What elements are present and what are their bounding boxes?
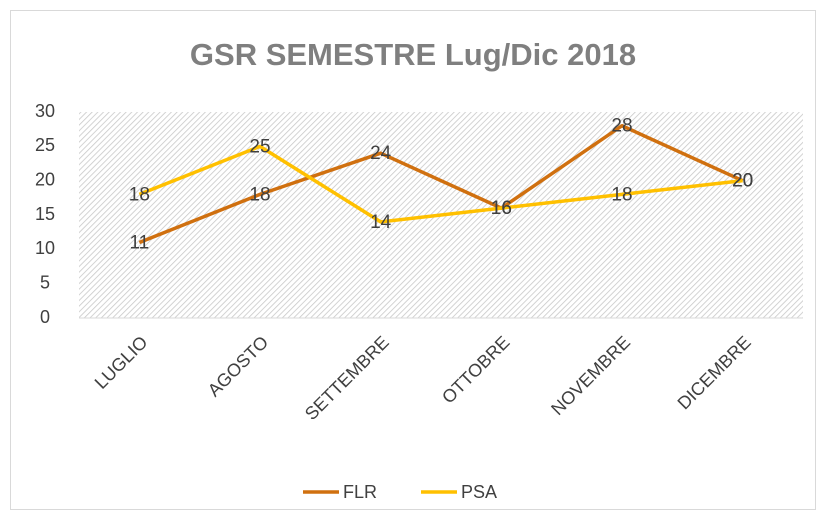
data-label: 16 (491, 198, 512, 219)
data-label: 20 (732, 171, 753, 192)
y-tick-label: 0 (40, 307, 50, 327)
data-label: 24 (370, 143, 392, 164)
data-label: 18 (611, 184, 632, 205)
y-tick-label: 20 (35, 169, 55, 189)
y-tick-label: 25 (35, 135, 55, 155)
y-tick-label: 10 (35, 238, 55, 258)
data-label: 14 (370, 212, 392, 233)
y-tick-label: 5 (40, 272, 50, 292)
data-label: 18 (249, 184, 270, 205)
data-label: 18 (129, 184, 150, 205)
y-tick-label: 30 (35, 101, 55, 121)
data-label: 20 (732, 171, 753, 192)
data-label: 16 (491, 198, 512, 219)
line-series (138, 123, 744, 245)
data-label: 28 (611, 116, 632, 137)
data-label: 25 (249, 136, 270, 157)
data-label: 11 (129, 232, 149, 253)
line-series (138, 144, 743, 224)
y-tick-label: 15 (35, 204, 55, 224)
legend-label: PSA (461, 482, 497, 502)
legend-label: FLR (343, 482, 377, 502)
chart-title: GSR SEMESTRE Lug/Dic 2018 (190, 37, 636, 72)
